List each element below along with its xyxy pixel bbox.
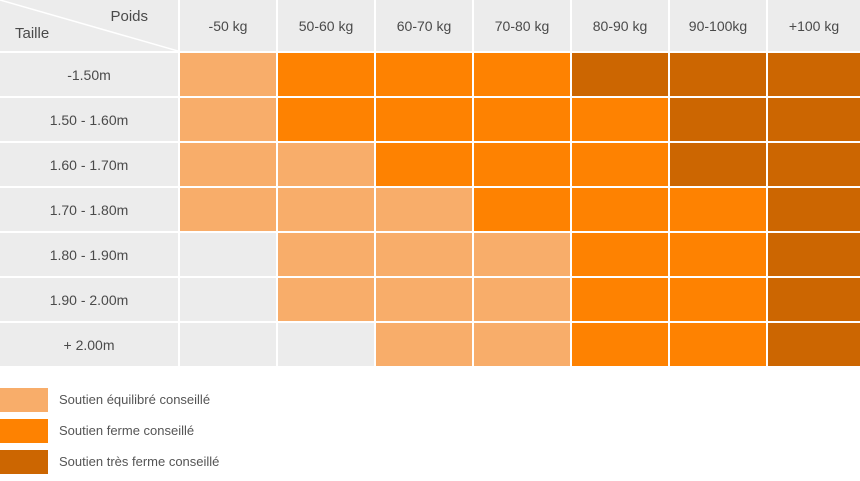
heatmap-cell bbox=[278, 53, 374, 96]
row-axis-label: Taille bbox=[15, 25, 50, 42]
heatmap-cell bbox=[278, 188, 374, 231]
heatmap-cell bbox=[180, 53, 276, 96]
heatmap-cell bbox=[376, 188, 472, 231]
heatmap-cell bbox=[572, 233, 668, 276]
heatmap-cell bbox=[474, 53, 570, 96]
heatmap-cell bbox=[474, 323, 570, 366]
heatmap-cell bbox=[572, 143, 668, 186]
heatmap-cell bbox=[376, 278, 472, 321]
heatmap-cell bbox=[670, 323, 766, 366]
heatmap-cell bbox=[572, 278, 668, 321]
heatmap-cell bbox=[278, 278, 374, 321]
heatmap-cell bbox=[278, 233, 374, 276]
heatmap-cell bbox=[180, 323, 276, 366]
heatmap-cell bbox=[180, 188, 276, 231]
row-header: 1.60 - 1.70m bbox=[0, 143, 178, 186]
heatmap-cell bbox=[474, 188, 570, 231]
column-header: 50-60 kg bbox=[278, 0, 374, 51]
row-header: 1.50 - 1.60m bbox=[0, 98, 178, 141]
heatmap-cell bbox=[474, 98, 570, 141]
row-header: + 2.00m bbox=[0, 323, 178, 366]
heatmap-cell bbox=[376, 98, 472, 141]
heatmap-cell bbox=[572, 323, 668, 366]
heatmap-cell bbox=[768, 143, 860, 186]
legend-label: Soutien ferme conseillé bbox=[59, 423, 195, 438]
heatmap-cell bbox=[180, 233, 276, 276]
legend-label: Soutien très ferme conseillé bbox=[59, 454, 220, 469]
heatmap-cell bbox=[768, 278, 860, 321]
legend-item: Soutien ferme conseillé bbox=[0, 419, 400, 450]
heatmap-cell bbox=[768, 233, 860, 276]
row-header: 1.90 - 2.00m bbox=[0, 278, 178, 321]
heatmap-cell bbox=[180, 278, 276, 321]
heatmap-cell bbox=[180, 98, 276, 141]
heatmap-cell bbox=[180, 143, 276, 186]
column-axis-label: Poids bbox=[110, 8, 148, 25]
column-header: 60-70 kg bbox=[376, 0, 472, 51]
legend-swatch bbox=[0, 388, 48, 412]
heatmap-cell bbox=[278, 143, 374, 186]
legend-item: Soutien très ferme conseillé bbox=[0, 450, 400, 481]
row-header: -1.50m bbox=[0, 53, 178, 96]
legend: Soutien équilibré conseillé Soutien ferme… bbox=[0, 388, 400, 481]
heatmap-cell bbox=[474, 143, 570, 186]
heatmap-cell bbox=[376, 233, 472, 276]
heatmap-cell bbox=[376, 143, 472, 186]
column-header: 80-90 kg bbox=[572, 0, 668, 51]
support-heatmap: Poids Taille -50 kg 50-60 kg 60-70 kg 70-80… bbox=[0, 0, 860, 366]
heatmap-cell bbox=[768, 53, 860, 96]
diagonal-divider bbox=[0, 0, 178, 51]
heatmap-cell bbox=[278, 323, 374, 366]
heatmap-cell bbox=[572, 98, 668, 141]
heatmap-cell bbox=[768, 188, 860, 231]
heatmap-cell bbox=[376, 53, 472, 96]
heatmap-cell bbox=[474, 278, 570, 321]
heatmap-cell bbox=[670, 188, 766, 231]
row-header: 1.80 - 1.90m bbox=[0, 233, 178, 276]
column-header: 70-80 kg bbox=[474, 0, 570, 51]
heatmap-cell bbox=[670, 143, 766, 186]
corner-header: Poids Taille bbox=[0, 0, 178, 51]
legend-label: Soutien équilibré conseillé bbox=[59, 392, 211, 407]
column-header: +100 kg bbox=[768, 0, 860, 51]
legend-item: Soutien équilibré conseillé bbox=[0, 388, 400, 419]
legend-swatch bbox=[0, 450, 48, 474]
row-header: 1.70 - 1.80m bbox=[0, 188, 178, 231]
heatmap-cell bbox=[670, 53, 766, 96]
column-header: 90-100kg bbox=[670, 0, 766, 51]
heatmap-cell bbox=[670, 98, 766, 141]
heatmap-cell bbox=[768, 323, 860, 366]
heatmap-cell bbox=[768, 98, 860, 141]
heatmap-cell bbox=[572, 188, 668, 231]
heatmap-cell bbox=[670, 233, 766, 276]
column-header: -50 kg bbox=[180, 0, 276, 51]
heatmap-cell bbox=[376, 323, 472, 366]
heatmap-cell bbox=[278, 98, 374, 141]
heatmap-cell bbox=[474, 233, 570, 276]
heatmap-cell bbox=[670, 278, 766, 321]
legend-swatch bbox=[0, 419, 48, 443]
heatmap-cell bbox=[572, 53, 668, 96]
